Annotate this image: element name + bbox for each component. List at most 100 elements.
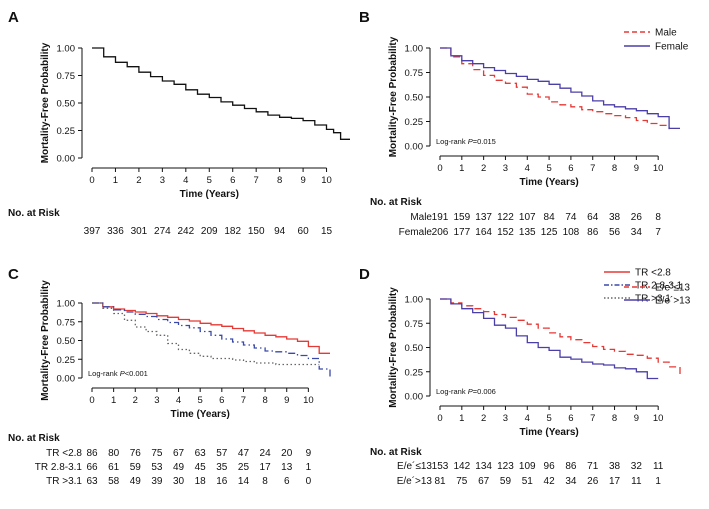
x-tick-label: 5 [546, 163, 551, 174]
risk-count: 38 [609, 461, 621, 472]
y-tick-label: 0.00 [57, 154, 76, 165]
x-tick-label: 7 [254, 175, 259, 186]
risk-count: 150 [248, 226, 265, 237]
risk-count: 242 [177, 226, 194, 237]
risk-count: 34 [565, 476, 577, 487]
x-tick-label: 0 [437, 413, 442, 424]
risk-count: 6 [284, 476, 290, 487]
risk-count: 61 [108, 462, 120, 473]
risk-count: 42 [544, 476, 556, 487]
risk-count: 47 [238, 448, 250, 459]
series-line-female [440, 47, 680, 130]
risk-count: 96 [544, 461, 556, 472]
x-tick-label: 10 [653, 163, 664, 174]
y-tick-label: 1.00 [405, 44, 424, 55]
risk-count: 152 [497, 227, 514, 238]
risk-table-title: No. at Risk [8, 433, 60, 444]
risk-count: 45 [195, 462, 207, 473]
x-tick-label: 4 [525, 413, 530, 424]
risk-count: 20 [281, 448, 293, 459]
risk-count: 16 [216, 476, 228, 487]
y-tick-label: 0.25 [405, 367, 424, 378]
risk-row-label: TR 2.8-3.1 [35, 462, 83, 473]
x-tick-label: 7 [590, 163, 595, 174]
risk-count: 51 [522, 476, 534, 487]
y-tick-label: 1.00 [57, 299, 76, 310]
y-tick-label: 0.75 [405, 319, 424, 330]
x-axis-title: Time (Years) [519, 177, 578, 188]
x-tick-label: 10 [303, 395, 314, 406]
risk-count: 86 [587, 227, 599, 238]
risk-count: 63 [195, 448, 207, 459]
risk-count: 177 [453, 227, 470, 238]
x-tick-label: 9 [284, 395, 289, 406]
risk-count: 59 [130, 462, 142, 473]
risk-count: 57 [216, 448, 228, 459]
y-axis-title: Mortality-Free Probability [388, 287, 399, 408]
y-tick-label: 0.25 [57, 126, 76, 137]
risk-row-label: TR <2.8 [46, 448, 82, 459]
risk-count: 123 [497, 461, 514, 472]
risk-count: 1 [306, 462, 312, 473]
risk-count: 63 [86, 476, 98, 487]
risk-count: 81 [434, 476, 446, 487]
y-tick-label: 0.75 [405, 68, 424, 79]
x-tick-label: 3 [160, 175, 165, 186]
risk-row-label: TR >3.1 [46, 476, 82, 487]
risk-count: 301 [131, 226, 148, 237]
risk-count: 94 [274, 226, 286, 237]
risk-count: 397 [84, 226, 101, 237]
risk-row-label: E/e´>13 [397, 475, 433, 487]
risk-count: 67 [173, 448, 185, 459]
risk-count: 142 [453, 461, 470, 472]
risk-count: 74 [565, 212, 577, 223]
y-axis-title: Mortality-Free Probability [388, 36, 399, 157]
risk-count: 59 [500, 476, 512, 487]
risk-count: 0 [306, 476, 312, 487]
x-tick-label: 6 [219, 395, 224, 406]
series-line-tr-3-1 [92, 302, 320, 366]
risk-count: 109 [519, 461, 536, 472]
x-tick-label: 5 [546, 413, 551, 424]
risk-count: 191 [432, 212, 449, 223]
risk-table-title: No. at Risk [8, 208, 60, 219]
series-line-all [92, 47, 350, 140]
x-tick-label: 5 [207, 175, 212, 186]
risk-count: 206 [432, 227, 449, 238]
legend-label: E/e´>13 [655, 295, 691, 307]
risk-count: 11 [653, 461, 664, 472]
x-tick-label: 8 [277, 175, 282, 186]
risk-count: 1 [655, 476, 661, 487]
risk-count: 125 [541, 227, 558, 238]
y-tick-label: 1.00 [405, 295, 424, 306]
x-tick-label: 3 [154, 395, 159, 406]
x-axis-title: Time (Years) [171, 409, 230, 420]
x-tick-label: 2 [481, 413, 486, 424]
risk-count: 84 [544, 212, 556, 223]
x-tick-label: 4 [176, 395, 181, 406]
y-tick-label: 0.50 [57, 336, 76, 347]
x-tick-label: 1 [459, 413, 464, 424]
x-tick-label: 1 [459, 163, 464, 174]
x-tick-label: 6 [230, 175, 235, 186]
y-axis-title: Mortality-Free Probability [40, 42, 51, 163]
panel-label: C [8, 266, 19, 283]
risk-table-title: No. at Risk [370, 447, 422, 458]
risk-count: 209 [201, 226, 218, 237]
legend-label: TR 2.8-3.1 [635, 281, 683, 292]
risk-count: 182 [224, 226, 241, 237]
y-axis-title: Mortality-Free Probability [40, 280, 51, 401]
risk-row-label: E/e´≤13 [397, 460, 432, 472]
risk-count: 7 [655, 227, 661, 238]
y-tick-label: 0.50 [57, 99, 76, 110]
series-line-e-e-13 [440, 298, 681, 377]
risk-table-title: No. at Risk [370, 197, 422, 208]
risk-count: 153 [432, 461, 449, 472]
risk-count: 26 [587, 476, 599, 487]
risk-count: 25 [238, 462, 250, 473]
x-tick-label: 10 [653, 413, 664, 424]
